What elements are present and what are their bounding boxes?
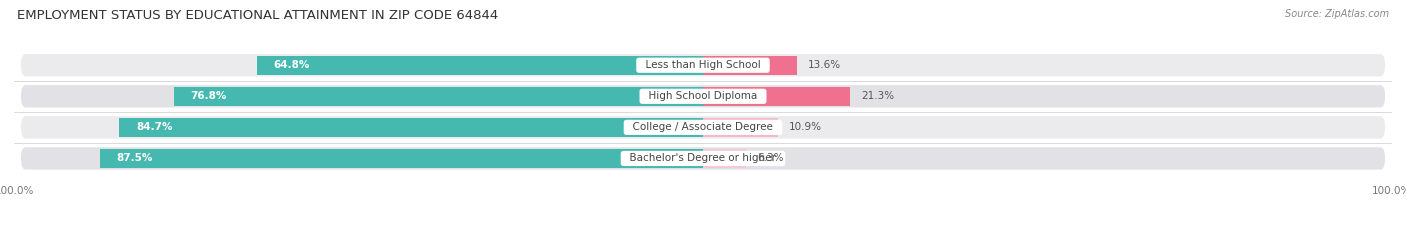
Bar — [703, 56, 797, 75]
Text: 6.3%: 6.3% — [758, 154, 785, 163]
Text: 87.5%: 87.5% — [117, 154, 153, 163]
Text: 84.7%: 84.7% — [136, 122, 173, 132]
Text: Source: ZipAtlas.com: Source: ZipAtlas.com — [1285, 9, 1389, 19]
Bar — [703, 118, 778, 137]
Text: 76.8%: 76.8% — [190, 91, 226, 101]
Text: EMPLOYMENT STATUS BY EDUCATIONAL ATTAINMENT IN ZIP CODE 64844: EMPLOYMENT STATUS BY EDUCATIONAL ATTAINM… — [17, 9, 498, 22]
FancyBboxPatch shape — [21, 147, 1385, 170]
Text: Less than High School: Less than High School — [638, 60, 768, 70]
Text: 10.9%: 10.9% — [789, 122, 823, 132]
Bar — [174, 87, 703, 106]
Bar — [256, 56, 703, 75]
Bar — [120, 118, 703, 137]
Bar — [100, 149, 703, 168]
FancyBboxPatch shape — [21, 85, 1385, 107]
Bar — [703, 149, 747, 168]
Text: 13.6%: 13.6% — [807, 60, 841, 70]
Text: 64.8%: 64.8% — [273, 60, 309, 70]
Text: High School Diploma: High School Diploma — [643, 91, 763, 101]
FancyBboxPatch shape — [21, 54, 1385, 76]
Text: 21.3%: 21.3% — [860, 91, 894, 101]
Bar — [703, 87, 849, 106]
Text: Bachelor's Degree or higher: Bachelor's Degree or higher — [623, 154, 783, 163]
Text: College / Associate Degree: College / Associate Degree — [626, 122, 780, 132]
FancyBboxPatch shape — [21, 116, 1385, 139]
